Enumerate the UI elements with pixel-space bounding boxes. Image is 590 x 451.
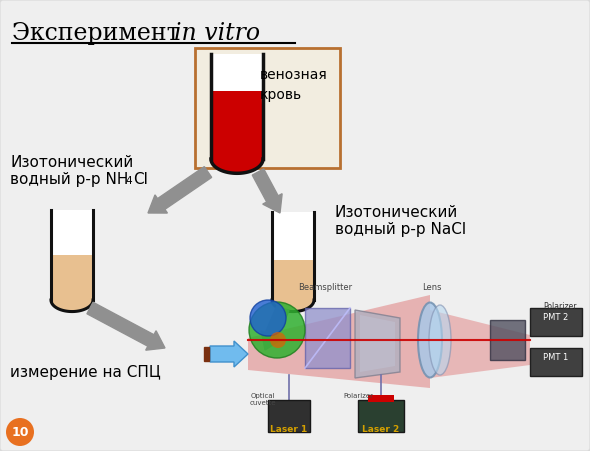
Ellipse shape — [418, 303, 442, 377]
Polygon shape — [211, 91, 263, 173]
FancyArrow shape — [253, 169, 282, 213]
Text: 10: 10 — [11, 425, 29, 438]
Bar — [530, 308, 582, 336]
Polygon shape — [355, 310, 400, 378]
Text: измерение на СПЦ: измерение на СПЦ — [10, 365, 160, 380]
Text: Beamsplitter: Beamsplitter — [298, 283, 352, 292]
Bar — [204, 347, 209, 361]
Polygon shape — [360, 315, 395, 372]
Text: водный р-р NH: водный р-р NH — [10, 172, 129, 187]
Text: Изотонический: Изотонический — [335, 205, 458, 220]
Polygon shape — [273, 212, 313, 259]
Text: PMT 1: PMT 1 — [543, 354, 569, 363]
Text: Laser 1: Laser 1 — [270, 425, 307, 434]
Text: PMT 2: PMT 2 — [543, 313, 569, 322]
Polygon shape — [305, 308, 350, 368]
Text: Optical
cuvette: Optical cuvette — [250, 393, 276, 406]
Text: Polarizer: Polarizer — [543, 302, 577, 311]
Circle shape — [249, 302, 305, 358]
Text: Laser 2: Laser 2 — [362, 425, 399, 434]
Polygon shape — [248, 295, 430, 388]
Polygon shape — [272, 259, 314, 312]
Circle shape — [6, 418, 34, 446]
Text: водный р-р NaCl: водный р-р NaCl — [335, 222, 466, 237]
FancyArrow shape — [87, 302, 165, 350]
Bar — [530, 348, 582, 376]
Text: кровь: кровь — [260, 88, 302, 102]
Polygon shape — [51, 255, 93, 312]
Text: 4: 4 — [125, 176, 132, 186]
Bar — [195, 48, 340, 168]
Polygon shape — [52, 210, 92, 255]
Bar — [358, 400, 404, 432]
Text: Lens: Lens — [422, 283, 442, 292]
Text: Cl: Cl — [133, 172, 148, 187]
Text: венозная: венозная — [260, 68, 328, 82]
FancyArrow shape — [210, 341, 248, 367]
Polygon shape — [212, 54, 262, 91]
FancyArrow shape — [148, 166, 212, 213]
Circle shape — [250, 300, 286, 336]
Text: Изотонический: Изотонический — [10, 155, 133, 170]
Circle shape — [270, 332, 286, 348]
Text: Эксперимент: Эксперимент — [12, 22, 187, 45]
FancyArrow shape — [261, 305, 289, 350]
Ellipse shape — [429, 305, 451, 375]
Bar — [368, 395, 394, 402]
Bar — [268, 400, 310, 432]
Polygon shape — [430, 310, 530, 378]
Text: in vitro: in vitro — [174, 22, 260, 45]
Text: Polarizer: Polarizer — [343, 393, 373, 399]
Bar — [490, 320, 525, 360]
